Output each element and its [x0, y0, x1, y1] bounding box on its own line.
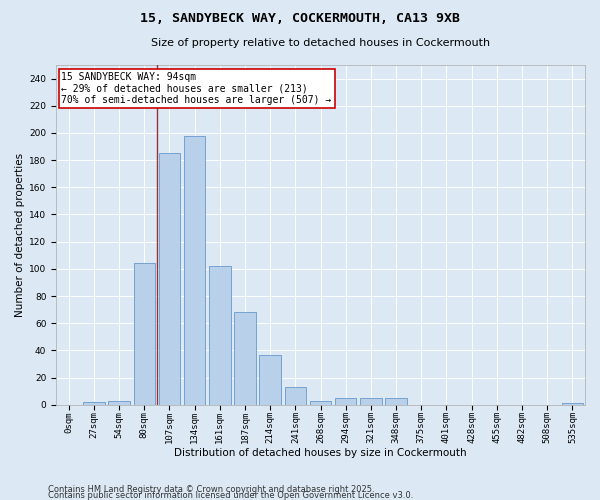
Bar — [360, 398, 382, 405]
Bar — [159, 154, 180, 405]
X-axis label: Distribution of detached houses by size in Cockermouth: Distribution of detached houses by size … — [174, 448, 467, 458]
Bar — [335, 398, 356, 405]
Bar — [562, 404, 583, 405]
Bar — [83, 402, 104, 405]
Text: Contains HM Land Registry data © Crown copyright and database right 2025.: Contains HM Land Registry data © Crown c… — [48, 484, 374, 494]
Bar — [259, 354, 281, 405]
Bar — [209, 266, 230, 405]
Bar — [134, 264, 155, 405]
Text: Contains public sector information licensed under the Open Government Licence v3: Contains public sector information licen… — [48, 490, 413, 500]
Bar — [184, 136, 205, 405]
Bar — [385, 398, 407, 405]
Y-axis label: Number of detached properties: Number of detached properties — [15, 153, 25, 317]
Bar — [235, 312, 256, 405]
Bar — [284, 387, 306, 405]
Text: 15, SANDYBECK WAY, COCKERMOUTH, CA13 9XB: 15, SANDYBECK WAY, COCKERMOUTH, CA13 9XB — [140, 12, 460, 26]
Bar — [109, 401, 130, 405]
Title: Size of property relative to detached houses in Cockermouth: Size of property relative to detached ho… — [151, 38, 490, 48]
Text: 15 SANDYBECK WAY: 94sqm
← 29% of detached houses are smaller (213)
70% of semi-d: 15 SANDYBECK WAY: 94sqm ← 29% of detache… — [61, 72, 332, 105]
Bar — [310, 401, 331, 405]
